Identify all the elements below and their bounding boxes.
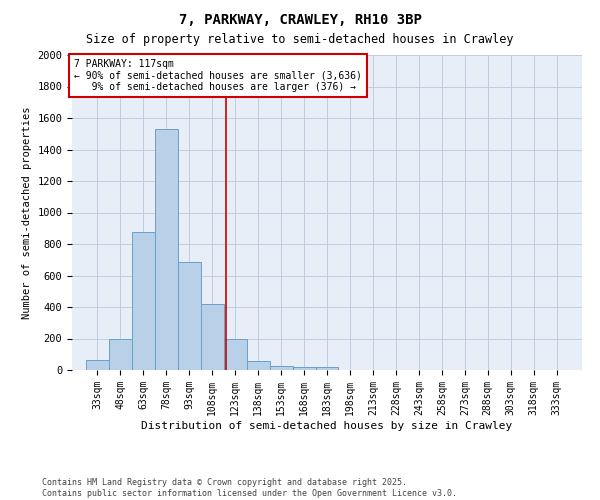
Text: Size of property relative to semi-detached houses in Crawley: Size of property relative to semi-detach… bbox=[86, 32, 514, 46]
Bar bbox=[247, 360, 269, 370]
Text: 7 PARKWAY: 117sqm
← 90% of semi-detached houses are smaller (3,636)
   9% of sem: 7 PARKWAY: 117sqm ← 90% of semi-detached… bbox=[74, 59, 362, 92]
Bar bbox=[86, 360, 109, 370]
Text: Contains HM Land Registry data © Crown copyright and database right 2025.
Contai: Contains HM Land Registry data © Crown c… bbox=[42, 478, 457, 498]
Bar bbox=[293, 367, 316, 370]
Text: 7, PARKWAY, CRAWLEY, RH10 3BP: 7, PARKWAY, CRAWLEY, RH10 3BP bbox=[179, 12, 421, 26]
Bar bbox=[132, 232, 155, 370]
Bar bbox=[269, 366, 293, 370]
Bar bbox=[200, 304, 224, 370]
X-axis label: Distribution of semi-detached houses by size in Crawley: Distribution of semi-detached houses by … bbox=[142, 420, 512, 430]
Bar bbox=[178, 262, 200, 370]
Bar bbox=[155, 129, 178, 370]
Bar bbox=[109, 340, 132, 370]
Bar bbox=[224, 340, 247, 370]
Bar bbox=[316, 367, 338, 370]
Y-axis label: Number of semi-detached properties: Number of semi-detached properties bbox=[22, 106, 32, 319]
